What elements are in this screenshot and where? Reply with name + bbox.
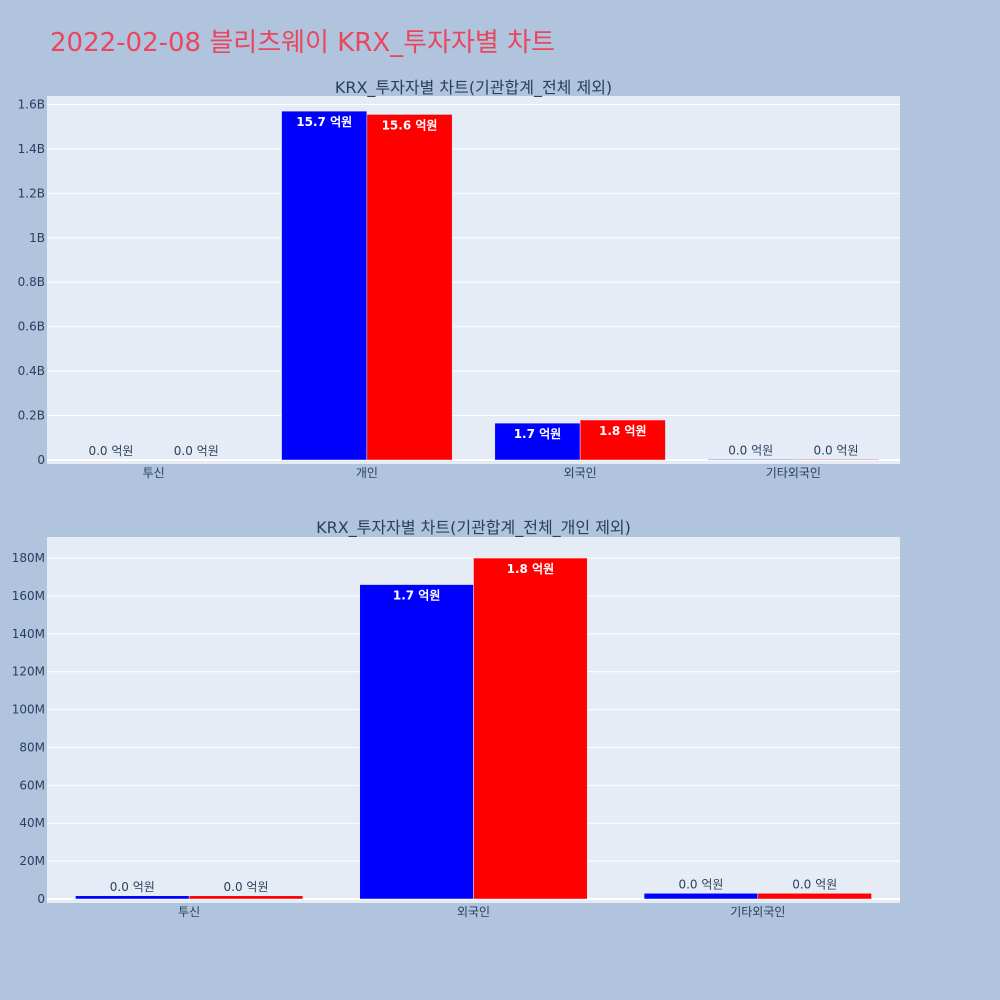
- x-tick-label: 외국인: [564, 466, 597, 480]
- y-tick-label: 1.2B: [18, 186, 45, 200]
- y-tick-label: 20M: [19, 854, 45, 868]
- data-label: 15.6 억원: [382, 118, 438, 132]
- x-tick-label: 투신: [143, 466, 165, 480]
- data-label: 1.8 억원: [507, 562, 555, 576]
- data-label: 1.7 억원: [393, 589, 441, 603]
- y-tick-label: 120M: [12, 665, 45, 679]
- data-label: 1.8 억원: [599, 424, 647, 438]
- data-label: 0.0 억원: [678, 877, 723, 891]
- bar: [473, 557, 588, 900]
- x-tick-label: 외국인: [457, 905, 490, 919]
- bar: [707, 459, 794, 461]
- bar: [793, 459, 879, 461]
- y-tick-label: 0: [37, 453, 45, 467]
- plot-area: [47, 96, 900, 464]
- chart-title: KRX_투자자별 차트(기관합계_전체 제외): [335, 78, 612, 98]
- data-label: 0.0 억원: [814, 443, 859, 457]
- data-label: 0.0 억원: [88, 444, 133, 458]
- y-tick-label: 0.6B: [18, 320, 45, 334]
- y-tick-label: 0.2B: [18, 409, 45, 423]
- chart-1: KRX_투자자별 차트(기관합계_전체 제외) 0 0.2B 0.4B 0.6B 0.8B…: [18, 78, 900, 480]
- y-tick-label: 0.4B: [18, 364, 45, 378]
- bar: [366, 114, 453, 461]
- bar: [188, 895, 304, 900]
- chart-2: KRX_투자자별 차트(기관합계_전체_개인 제외) 0 20M 40M 60M 80M 1…: [12, 518, 900, 919]
- x-tick-label: 기타외국인: [766, 466, 821, 480]
- data-label: 0.0 억원: [174, 444, 219, 458]
- y-tick-label: 180M: [12, 551, 45, 565]
- data-label: 0.0 억원: [792, 877, 837, 891]
- bar: [494, 422, 581, 461]
- bar: [359, 584, 474, 900]
- data-label: 0.0 억원: [224, 880, 269, 894]
- bar: [757, 893, 872, 900]
- y-tick-label: 1B: [29, 231, 45, 245]
- bar: [75, 895, 190, 900]
- data-label: 15.7 억원: [296, 115, 352, 129]
- y-tick-label: 0.8B: [18, 275, 45, 289]
- y-tick-label: 1.4B: [18, 142, 45, 156]
- data-label: 1.7 억원: [514, 427, 562, 441]
- y-tick-label: 100M: [12, 703, 45, 717]
- y-tick-label: 1.6B: [18, 97, 45, 111]
- data-label: 0.0 억원: [110, 880, 155, 894]
- x-tick-label: 투신: [178, 905, 200, 919]
- y-tick-label: 140M: [12, 627, 45, 641]
- y-tick-label: 60M: [19, 778, 45, 792]
- y-tick-label: 160M: [12, 589, 45, 603]
- y-tick-label: 80M: [19, 740, 45, 754]
- y-tick-label: 40M: [19, 816, 45, 830]
- data-label: 0.0 억원: [728, 443, 773, 457]
- bar: [281, 110, 368, 461]
- x-tick-label: 기타외국인: [730, 905, 785, 919]
- chart-title: KRX_투자자별 차트(기관합계_전체_개인 제외): [316, 518, 631, 538]
- x-tick-label: 개인: [356, 466, 378, 480]
- y-tick-label: 0: [37, 892, 45, 906]
- bar: [643, 893, 759, 900]
- page-title: 2022-02-08 블리츠웨이 KRX_투자자별 차트: [50, 28, 555, 58]
- bar: [579, 419, 666, 461]
